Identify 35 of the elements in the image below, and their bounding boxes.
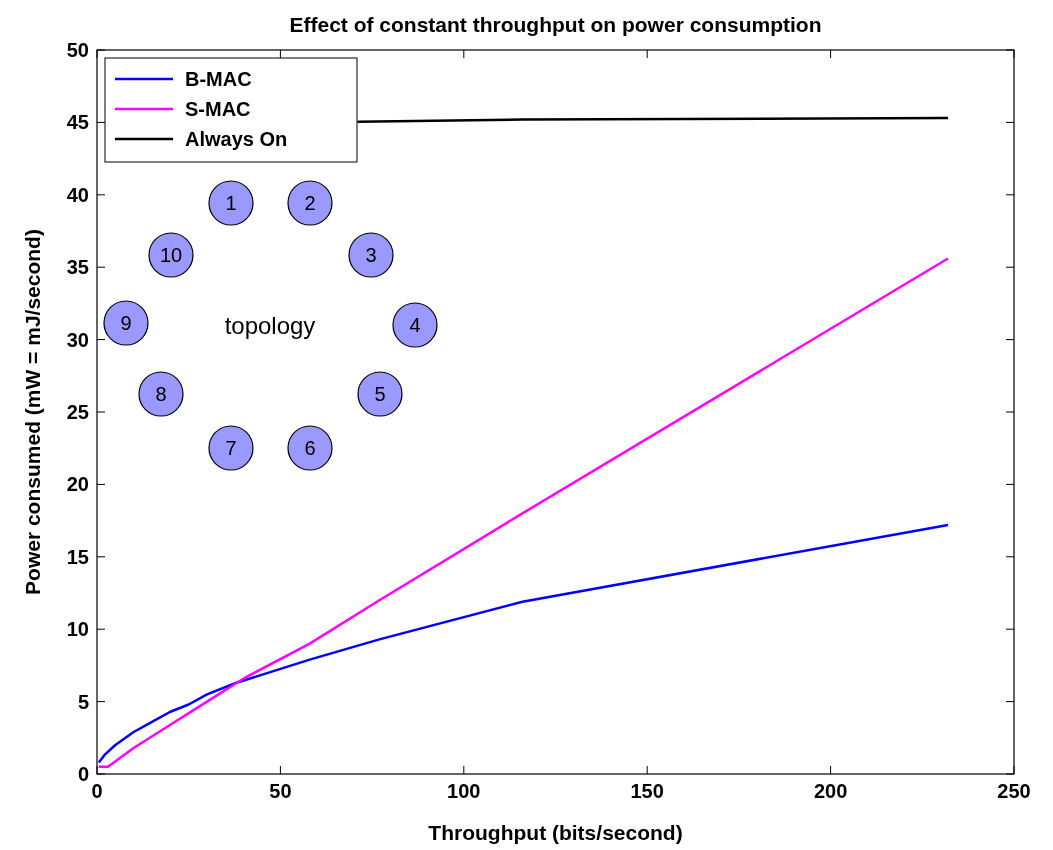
annotation: topology — [224, 312, 316, 339]
legend-label: B-MAC — [185, 68, 252, 90]
legend-label: Always On — [185, 128, 288, 150]
chart-title: Effect of constant throughput on power consumption — [289, 13, 822, 36]
x-tick-label: 50 — [269, 780, 292, 802]
annotation: 9 — [120, 312, 132, 334]
y-tick-label: 20 — [66, 473, 89, 496]
annotation: 7 — [225, 437, 237, 459]
annotation: 5 — [374, 383, 386, 405]
annotation: 3 — [365, 244, 377, 266]
y-tick-label: 10 — [66, 618, 89, 641]
y-tick-label: 50 — [66, 39, 89, 61]
annotation: 1 — [225, 192, 237, 214]
y-tick-label: 30 — [66, 328, 89, 351]
y-tick-label: 5 — [77, 690, 89, 713]
y-tick-label: 0 — [77, 763, 89, 785]
y-tick-label: 15 — [66, 545, 89, 568]
y-tick-label: 25 — [66, 401, 89, 423]
y-tick-label: 45 — [66, 111, 89, 134]
annotation: 6 — [304, 437, 316, 459]
x-axis-title: Throughput (bits/second) — [428, 821, 683, 844]
annotation: 2 — [304, 192, 316, 214]
annotation: 4 — [409, 314, 421, 336]
x-tick-label: 100 — [447, 780, 481, 802]
x-tick-label: 0 — [91, 780, 103, 802]
legend-label: S-MAC — [185, 98, 251, 120]
line-series — [97, 523, 950, 764]
x-tick-label: 250 — [997, 780, 1031, 802]
y-axis-title: Power consumed (mW = mJ/second) — [21, 229, 44, 595]
y-tick-label: 40 — [66, 183, 89, 206]
x-tick-label: 150 — [630, 780, 664, 802]
annotation: 10 — [159, 244, 183, 266]
x-tick-label: 200 — [813, 780, 848, 802]
y-tick-label: 35 — [66, 256, 89, 279]
annotation: 8 — [155, 383, 167, 405]
